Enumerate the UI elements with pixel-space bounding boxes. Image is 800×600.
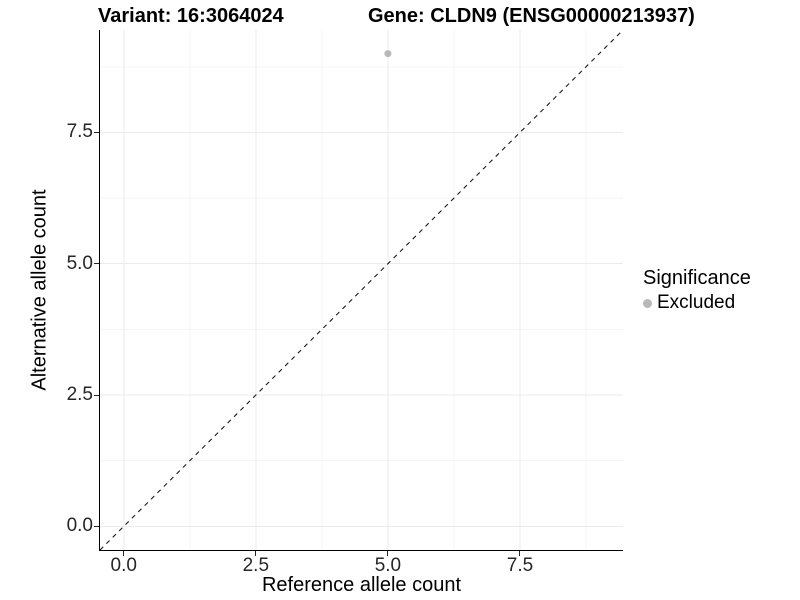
plot-title-variant: Variant: 16:3064024 xyxy=(98,5,284,27)
y-axis-tick xyxy=(94,394,99,396)
x-tick-label: 2.5 xyxy=(242,555,270,576)
x-axis-tick xyxy=(387,551,389,556)
y-tick-label: 5.0 xyxy=(66,252,93,274)
legend-item-label: Excluded xyxy=(657,292,736,313)
y-tick-label: 2.5 xyxy=(66,384,93,406)
x-tick-label: 5.0 xyxy=(374,555,402,576)
y-tick-label: 7.5 xyxy=(66,121,93,143)
legend-point-icon xyxy=(643,298,652,308)
x-tick-label: 0.0 xyxy=(110,555,137,576)
plot-title-gene: Gene: CLDN9 (ENSG00000213937) xyxy=(368,5,695,27)
plot-panel xyxy=(99,30,623,551)
y-axis-tick xyxy=(94,263,99,265)
plot-canvas xyxy=(100,30,623,550)
x-axis-tick xyxy=(123,551,125,556)
y-axis-tick xyxy=(94,525,99,527)
x-axis-title: Reference allele count xyxy=(261,574,461,596)
y-tick-label: 0.0 xyxy=(66,515,93,537)
x-axis-tick xyxy=(255,551,257,556)
y-axis-tick xyxy=(94,131,99,133)
legend: Significance Excluded xyxy=(637,266,751,314)
identity-dashed-line xyxy=(100,30,623,550)
legend-item-excluded: Excluded xyxy=(637,292,751,314)
data-point xyxy=(384,50,392,58)
x-axis-tick xyxy=(519,551,521,556)
legend-title: Significance xyxy=(643,267,751,289)
x-tick-label: 7.5 xyxy=(506,555,534,576)
y-axis-title: Alternative allele count xyxy=(28,189,51,391)
